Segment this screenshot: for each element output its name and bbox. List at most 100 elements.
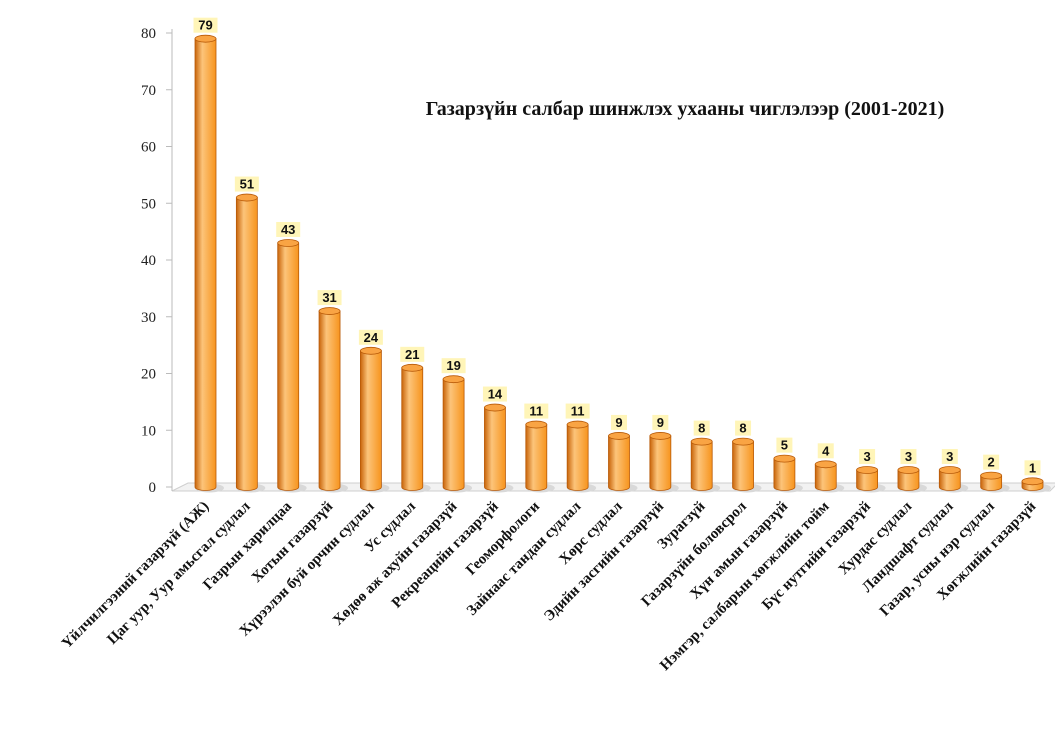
bar-body	[814, 463, 837, 491]
bar	[401, 363, 431, 493]
data-label-bg	[817, 443, 834, 459]
data-label-bg	[652, 414, 669, 430]
bar-top	[980, 471, 1003, 480]
data-label-bg	[900, 448, 917, 464]
data-label-bg	[776, 437, 793, 453]
data-label: 14	[488, 387, 503, 402]
bar-top	[359, 346, 382, 355]
bar	[897, 466, 927, 493]
bar-body	[525, 424, 548, 491]
bar-top	[1021, 477, 1044, 486]
data-label: 4	[822, 443, 830, 458]
data-label-bg	[611, 414, 627, 430]
bar-top	[194, 34, 217, 43]
bar	[525, 420, 555, 493]
data-label-bg	[859, 448, 876, 464]
bar-top	[608, 432, 630, 440]
bar	[980, 471, 1010, 493]
bar-body	[235, 197, 258, 491]
y-tick-label: 50	[141, 196, 156, 212]
data-label: 19	[446, 358, 460, 373]
category-label: Үйлчилгээний газарзүй (АЖ)	[59, 499, 212, 652]
bar-body	[856, 469, 878, 491]
bar	[359, 346, 390, 493]
y-tick-label: 70	[141, 83, 156, 99]
data-label-bg	[482, 386, 507, 402]
data-label: 5	[781, 438, 788, 453]
category-label: Геоморфологи	[463, 498, 543, 578]
bar	[318, 307, 349, 493]
y-tick-label: 30	[141, 310, 156, 326]
bar	[608, 432, 638, 493]
data-label-bg	[276, 221, 301, 237]
data-label-bg	[941, 448, 958, 464]
data-label-bg	[693, 420, 710, 436]
bar	[938, 466, 969, 493]
bar-body	[690, 441, 713, 491]
bar-body	[649, 435, 672, 491]
data-label: 31	[322, 290, 336, 305]
y-tick-label: 10	[141, 423, 156, 439]
y-tick-label: 20	[141, 367, 156, 383]
bar-top	[814, 460, 837, 469]
data-label: 11	[529, 404, 543, 419]
category-labels: Үйлчилгээний газарзүй (АЖ)Цаг уур, Уур а…	[59, 498, 1040, 674]
bars	[194, 34, 1051, 493]
bar-top	[856, 466, 878, 474]
bar	[856, 466, 886, 493]
data-label: 2	[988, 455, 995, 470]
bar-top	[897, 466, 920, 474]
bar	[566, 420, 597, 493]
bar-body	[980, 475, 1003, 491]
data-label-bg	[193, 17, 218, 33]
bar-body	[608, 435, 630, 491]
data-label: 9	[615, 415, 622, 430]
bar-body	[277, 242, 300, 491]
y-axis: 0 10 20 30 40 50 60 70 80	[141, 26, 173, 496]
data-label: 11	[571, 404, 585, 419]
bar-body	[566, 424, 589, 491]
bar-body	[401, 367, 424, 491]
bar	[732, 437, 762, 493]
data-label-bg	[358, 329, 383, 345]
bar	[277, 239, 307, 493]
bar	[484, 403, 514, 493]
data-label: 1	[1029, 460, 1036, 475]
y-tick-label: 40	[141, 253, 156, 269]
data-label: 51	[240, 177, 254, 192]
bar-body	[318, 310, 341, 491]
y-tick-label: 0	[149, 480, 157, 496]
data-label: 3	[905, 449, 912, 464]
data-label-bg	[565, 403, 590, 419]
y-tick-label: 60	[141, 140, 156, 156]
bar-top	[649, 432, 672, 440]
bar-top	[484, 403, 506, 412]
bar	[194, 34, 224, 493]
data-label: 24	[364, 330, 379, 345]
bar-top	[732, 437, 754, 446]
bar	[442, 375, 473, 493]
data-label-bg	[317, 290, 342, 306]
category-label: Хурдас судлал	[836, 498, 916, 578]
data-label-bg	[983, 454, 1000, 470]
bar-body	[938, 469, 961, 491]
data-label: 3	[946, 449, 953, 464]
bar-body	[484, 407, 506, 491]
bar	[1021, 477, 1051, 493]
bar-body	[732, 441, 754, 491]
data-label: 43	[281, 222, 295, 237]
bar	[649, 432, 679, 493]
data-label-bg	[1024, 460, 1041, 476]
data-label: 21	[405, 347, 419, 362]
data-label: 3	[863, 449, 870, 464]
y-tick-label: 80	[141, 26, 156, 42]
bar-top	[401, 363, 424, 372]
bar-top	[566, 420, 589, 429]
bar-body	[773, 458, 796, 491]
bar-top	[235, 193, 258, 202]
data-label: 8	[698, 421, 705, 436]
bar-top	[318, 307, 341, 315]
bar-body	[194, 38, 217, 491]
